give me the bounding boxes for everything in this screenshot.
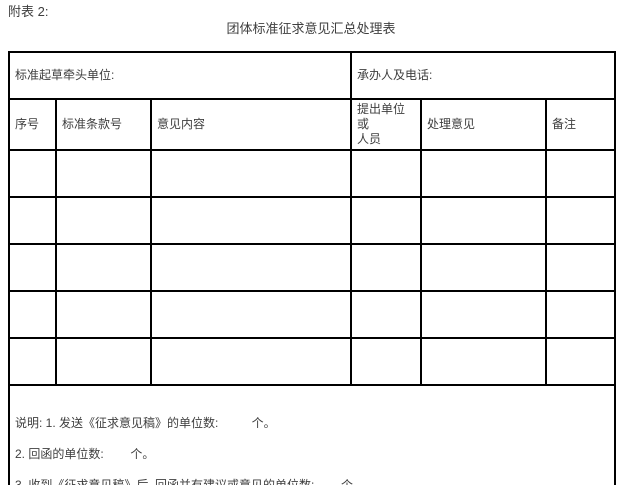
cell-seq	[8, 149, 57, 198]
cell-seq	[8, 337, 57, 386]
cell-handling	[420, 243, 548, 292]
table-row	[8, 243, 617, 292]
cell-remark	[545, 243, 617, 292]
table-row	[8, 196, 617, 245]
cell-proposer	[350, 149, 423, 198]
cell-remark	[545, 337, 617, 386]
cell-proposer	[350, 290, 423, 339]
cell-comment	[149, 149, 353, 198]
notes-row: 说明: 1. 发送《征求意见稿》的单位数: 个。 2. 回函的单位数: 个。 3…	[7, 384, 617, 485]
cell-comment	[149, 243, 353, 292]
cell-clause	[55, 149, 152, 198]
cell-remark	[545, 196, 617, 245]
note-line-1: 说明: 1. 发送《征求意见稿》的单位数: 个。	[15, 416, 276, 430]
comment-summary-table: 标准起草牵头单位: 承办人及电话: 序号 标准条款号 意见内容 提出单位或 人员…	[7, 51, 617, 485]
appendix-label: 附表 2:	[8, 4, 49, 19]
notes-cell: 说明: 1. 发送《征求意见稿》的单位数: 个。 2. 回函的单位数: 个。 3…	[7, 384, 617, 485]
header-row: 序号 标准条款号 意见内容 提出单位或 人员 处理意见 备注	[8, 98, 617, 151]
contact-cell: 承办人及电话:	[350, 51, 617, 100]
cell-seq	[8, 196, 57, 245]
cell-handling	[420, 149, 548, 198]
cell-comment	[149, 196, 353, 245]
cell-clause	[55, 196, 152, 245]
cell-handling	[420, 196, 548, 245]
cell-remark	[545, 290, 617, 339]
cell-proposer	[350, 243, 423, 292]
cell-clause	[55, 337, 152, 386]
col-header-comment: 意见内容	[149, 98, 353, 151]
cell-comment	[149, 337, 353, 386]
cell-proposer	[350, 196, 423, 245]
col-header-remark: 备注	[545, 98, 617, 151]
note-line-2: 2. 回函的单位数: 个。	[15, 447, 155, 461]
cell-comment	[149, 290, 353, 339]
cell-handling	[420, 337, 548, 386]
table-row	[8, 149, 617, 198]
cell-handling	[420, 290, 548, 339]
col-header-handling: 处理意见	[420, 98, 548, 151]
table-row	[8, 337, 617, 386]
note-line-3: 3. 收到《征求意见稿》后, 回函并有建议或意见的单位数: 个。	[15, 478, 366, 485]
cell-clause	[55, 290, 152, 339]
page-title: 团体标准征求意见汇总处理表	[226, 21, 396, 36]
cell-clause	[55, 243, 152, 292]
cell-seq	[8, 243, 57, 292]
cell-seq	[8, 290, 57, 339]
drafting-unit-cell: 标准起草牵头单位:	[7, 51, 353, 100]
cell-proposer	[350, 337, 423, 386]
cell-remark	[545, 149, 617, 198]
col-header-proposer: 提出单位或 人员	[350, 98, 423, 151]
col-header-clause: 标准条款号	[55, 98, 152, 151]
table-row	[8, 290, 617, 339]
info-row: 标准起草牵头单位: 承办人及电话:	[7, 51, 617, 100]
col-header-seq: 序号	[8, 98, 57, 151]
